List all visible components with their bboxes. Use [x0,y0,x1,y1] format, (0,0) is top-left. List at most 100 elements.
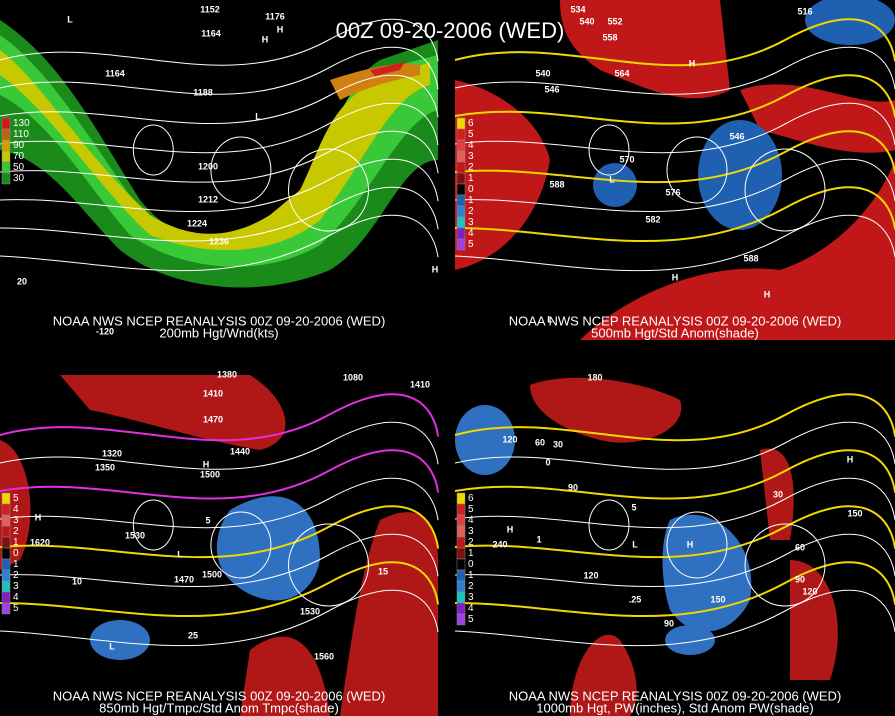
contour-label: H [432,264,439,274]
contour [454,158,895,213]
contour [454,46,895,95]
contour [0,449,439,500]
contour-label: .25 [629,594,642,604]
contour-label: 1500 [200,469,220,479]
contour-label: 576 [665,187,680,197]
contour-label: 240 [492,539,507,549]
legend-swatch [456,139,466,152]
legend-swatch [456,172,466,185]
legend-swatch [1,569,11,582]
legend-label: 0 [468,559,474,570]
legend-swatch [456,580,466,593]
contour [454,505,895,559]
legend-swatch [456,205,466,218]
legend-label: 110 [13,129,29,140]
contour [454,533,895,588]
panel-subtitle: 1000mb Hgt, PW(inches), Std Anom PW(shad… [536,700,813,715]
contour-label: 5 [205,515,210,525]
contour-label: 516 [797,6,812,16]
contour-label: 1560 [314,651,334,661]
legend-label: 4 [468,228,474,239]
contour-label: 120 [802,586,817,596]
contour-label: 558 [602,32,617,42]
legend-label: 3 [468,151,474,162]
contour-label: 30 [773,489,783,499]
contour-label: 180 [587,372,602,382]
contour-label: 90 [568,482,578,492]
legend-label: 50 [13,162,25,173]
panel-subtitle: 200mb Hgt/Wnd(kts) [159,325,278,340]
contour-label: 1320 [102,448,122,458]
contour [454,477,895,529]
legend-swatch [456,503,466,516]
legend-label: 3 [468,592,474,603]
legend-swatch [1,602,11,615]
contour-label: 1176 [265,11,285,21]
legend-swatch [456,128,466,141]
contour-label: 1380 [217,369,237,379]
contour [454,18,895,67]
contour-label: 1500 [202,569,222,579]
contour-label: 546 [729,131,744,141]
legend-swatch [456,602,466,615]
panel-source: NOAA NWS NCEP REANALYSIS 00Z 09-20-2006 … [53,313,386,328]
contour [288,523,369,607]
contour-label: 150 [847,508,862,518]
legend-label: 5 [13,493,19,504]
legend-label: 4 [468,140,474,151]
contour-label: 1164 [201,28,221,38]
contour-label: H [262,34,269,44]
legend-label: 1 [468,548,474,559]
contour [0,102,439,154]
contour-label: L [609,174,615,184]
contour [454,561,895,618]
contour-label: L [177,549,183,559]
legend-label: 4 [13,504,19,515]
legend-swatch [1,591,11,604]
legend-label: 5 [468,614,474,625]
contour-label: L [109,641,115,651]
legend-label: 5 [468,504,474,515]
contour-label: 1530 [300,606,320,616]
contour-label: 120 [502,434,517,444]
contour [132,499,174,551]
contour [0,533,439,588]
legend-label: 30 [13,173,25,184]
contour [454,393,895,442]
legend-swatch [456,536,466,549]
legend-label: 1 [468,195,474,206]
contour [454,589,895,647]
legend-swatch [1,580,11,593]
contour [0,505,439,559]
contour-label: 1470 [203,414,223,424]
legend-swatch [1,558,11,571]
contour-label: -120 [96,326,114,336]
legend-label: 5 [468,129,474,140]
contour-label: 1200 [198,161,218,171]
legend-label: 4 [13,592,19,603]
legend-swatch [456,161,466,174]
legend-swatch [456,514,466,527]
legend-swatch [1,536,11,549]
contour-label: H [203,459,210,469]
panel-source: NOAA NWS NCEP REANALYSIS 00Z 09-20-2006 … [509,313,842,328]
legend-label: 2 [468,581,474,592]
contour-label: 552 [607,16,622,26]
legend-label: 2 [468,537,474,548]
contour-label: L [255,111,261,121]
contour-label: 546 [544,84,559,94]
contour-label: H [847,454,854,464]
contour [454,74,895,125]
contour-label: 582 [645,214,660,224]
map-title: 00Z 09-20-2006 (WED) [336,18,565,43]
legend-label: 3 [468,217,474,228]
contour-label: 90 [664,618,674,628]
legend-label: 1 [13,559,19,570]
contour [588,499,630,551]
contour-label: L [632,539,638,549]
contour [0,477,439,529]
contour-label: 0 [545,457,550,467]
contour [0,186,439,242]
contour [454,421,895,470]
contour-label: 60 [535,437,545,447]
